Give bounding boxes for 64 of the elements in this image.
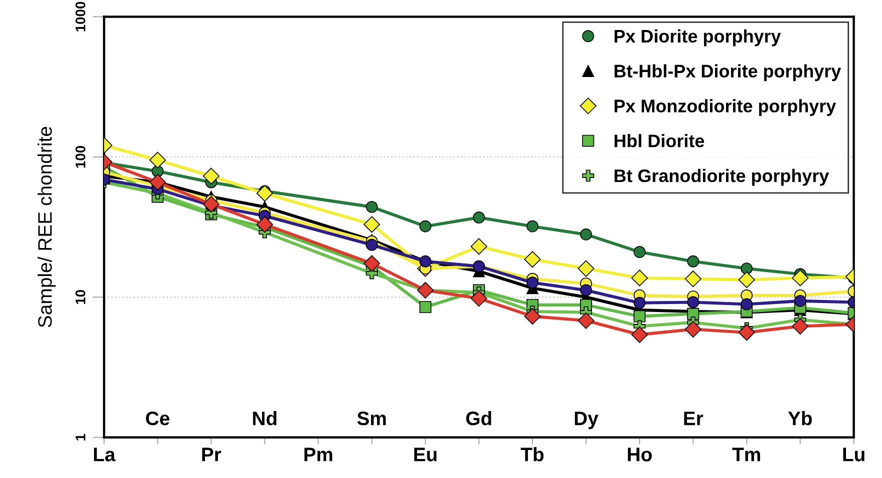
- legend-label: Px Diorite porphyry: [614, 29, 781, 46]
- point: [684, 321, 702, 338]
- point: [580, 284, 592, 296]
- point: [792, 270, 809, 286]
- x-tick-label: Nd: [253, 410, 276, 426]
- point: [524, 308, 541, 325]
- point: [364, 216, 380, 233]
- y-tick-label: 1000: [76, 2, 86, 32]
- x-tick-label: Er: [684, 412, 704, 426]
- point: [740, 298, 753, 310]
- legend-label: Bt Granodiorite porphyry: [614, 168, 830, 186]
- point: [634, 246, 646, 258]
- point: [470, 238, 488, 255]
- point: [578, 260, 594, 277]
- x-tick-label: Lu: [843, 448, 864, 462]
- point: [738, 324, 755, 341]
- x-tick-label: Pm: [304, 448, 332, 462]
- y-tick-label: 100: [76, 146, 86, 168]
- x-tick-label: Eu: [414, 448, 437, 462]
- point: [738, 272, 755, 288]
- point: [580, 228, 592, 240]
- legend-label: Bt-Hbl-Px Diorite porphyry: [614, 64, 842, 82]
- point: [634, 310, 646, 322]
- x-tick-label: Ho: [628, 448, 652, 462]
- x-tick-label: Sm: [357, 411, 386, 426]
- point: [472, 212, 485, 224]
- point: [256, 185, 274, 202]
- point: [526, 276, 538, 289]
- point: [202, 196, 220, 213]
- point: [631, 326, 648, 343]
- point: [687, 296, 700, 308]
- x-tick-label: Yb: [788, 410, 812, 426]
- point: [740, 262, 753, 275]
- point: [419, 220, 432, 232]
- point: [364, 255, 380, 272]
- y-axis-title: Sample/ REE chondrite: [38, 126, 56, 328]
- point: [631, 270, 648, 286]
- point: [792, 318, 809, 335]
- x-tick-label: La: [94, 448, 116, 462]
- point: [634, 296, 646, 309]
- point: [524, 251, 541, 268]
- y-tick-label: 1: [76, 434, 86, 440]
- point: [366, 200, 378, 213]
- point: [417, 282, 434, 299]
- x-tick-label: Pr: [202, 448, 222, 462]
- point: [470, 290, 488, 307]
- legend-label: Hbl Diorite: [614, 134, 704, 148]
- point: [687, 255, 700, 268]
- point: [149, 152, 166, 168]
- point: [366, 238, 378, 251]
- legend-label: Px Monzodiorite porphyry: [614, 99, 836, 116]
- point: [578, 312, 594, 329]
- x-tick-label: Tb: [520, 447, 544, 462]
- x-tick-label: Tm: [732, 448, 760, 462]
- y-tick-label: 10: [76, 290, 86, 304]
- x-tick-label: Ce: [146, 411, 170, 426]
- point: [419, 301, 432, 314]
- point: [202, 168, 220, 184]
- point: [794, 294, 806, 307]
- point: [526, 220, 538, 232]
- x-tick-label: Gd: [466, 410, 492, 426]
- point: [256, 216, 274, 233]
- x-tick-label: Dy: [574, 412, 598, 430]
- point: [684, 270, 702, 288]
